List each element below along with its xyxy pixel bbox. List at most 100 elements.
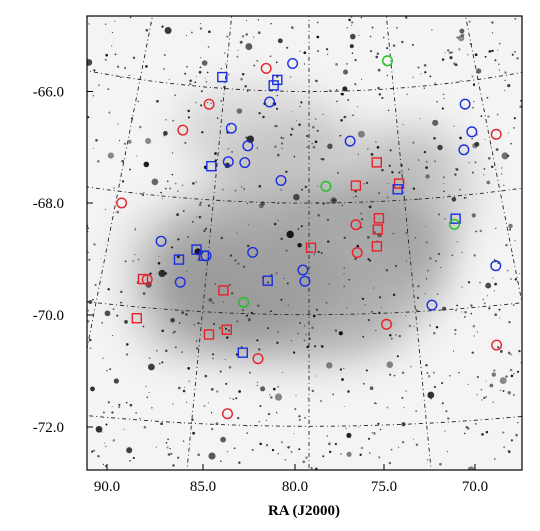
- star: [449, 374, 451, 377]
- star: [407, 168, 410, 170]
- star: [502, 431, 505, 434]
- star: [313, 253, 315, 256]
- star: [167, 453, 171, 456]
- star: [504, 79, 506, 82]
- star: [491, 49, 494, 53]
- blue-circle-marker: [225, 122, 237, 134]
- star: [458, 48, 461, 51]
- star: [306, 345, 309, 349]
- star: [507, 351, 511, 355]
- star: [91, 450, 94, 453]
- star: [464, 316, 466, 318]
- star: [260, 386, 266, 392]
- star: [356, 244, 360, 248]
- star: [426, 372, 429, 374]
- star: [198, 70, 202, 74]
- star: [389, 149, 392, 152]
- star: [193, 323, 195, 326]
- star: [253, 64, 256, 67]
- star: [367, 148, 369, 150]
- star: [208, 30, 211, 34]
- star: [474, 53, 478, 57]
- star: [390, 337, 393, 340]
- star: [130, 117, 134, 120]
- blue-circle-marker: [155, 235, 167, 247]
- star: [306, 135, 309, 137]
- star: [223, 52, 226, 54]
- star: [483, 167, 486, 170]
- star: [423, 150, 427, 154]
- star: [165, 119, 167, 121]
- star: [354, 83, 357, 86]
- star: [214, 283, 217, 285]
- star: [337, 172, 339, 174]
- star: [297, 228, 300, 230]
- star: [276, 153, 280, 157]
- star: [431, 29, 433, 31]
- star: [488, 307, 491, 310]
- star: [332, 393, 335, 396]
- star: [245, 33, 248, 36]
- blue-circle-marker: [275, 174, 287, 186]
- star: [432, 371, 435, 374]
- star: [512, 304, 515, 307]
- star: [242, 265, 246, 268]
- star: [219, 370, 222, 373]
- star: [493, 258, 495, 260]
- star: [401, 396, 404, 399]
- red-circle-marker: [252, 353, 264, 365]
- star: [125, 353, 129, 356]
- star: [368, 259, 372, 262]
- star: [201, 131, 204, 134]
- star: [87, 230, 89, 232]
- star: [499, 42, 501, 45]
- star: [480, 388, 483, 391]
- star: [195, 181, 197, 183]
- star: [142, 325, 145, 328]
- star: [456, 241, 459, 243]
- star: [328, 442, 331, 446]
- star: [389, 334, 392, 337]
- star: [216, 117, 219, 119]
- y-tick-label: -72.0: [33, 420, 64, 436]
- star: [492, 401, 494, 403]
- star: [280, 237, 284, 241]
- star: [198, 215, 202, 219]
- star: [245, 314, 249, 317]
- star: [503, 89, 506, 92]
- star: [298, 123, 301, 126]
- star: [195, 216, 198, 218]
- blue-square-marker: [272, 74, 283, 86]
- star: [203, 229, 206, 233]
- x-tick-label: 85.0: [190, 479, 216, 495]
- star: [425, 241, 428, 244]
- star: [287, 304, 289, 306]
- star: [417, 159, 420, 161]
- star: [286, 230, 294, 239]
- star: [314, 140, 318, 144]
- star: [181, 311, 185, 314]
- blue-circle-marker: [297, 264, 309, 276]
- star: [416, 296, 420, 299]
- star: [482, 298, 485, 301]
- star: [291, 26, 294, 29]
- star: [301, 188, 303, 191]
- star: [445, 410, 448, 413]
- star: [192, 431, 195, 435]
- star: [155, 446, 157, 448]
- star: [113, 187, 116, 190]
- star: [92, 298, 94, 301]
- star: [172, 119, 175, 122]
- star: [358, 34, 360, 36]
- star: [293, 193, 300, 201]
- star: [117, 405, 121, 409]
- star: [156, 99, 159, 103]
- star: [343, 236, 346, 239]
- star: [233, 447, 236, 450]
- star: [370, 153, 374, 156]
- star: [270, 310, 272, 313]
- star: [92, 94, 95, 97]
- star: [167, 438, 170, 441]
- star: [187, 236, 189, 238]
